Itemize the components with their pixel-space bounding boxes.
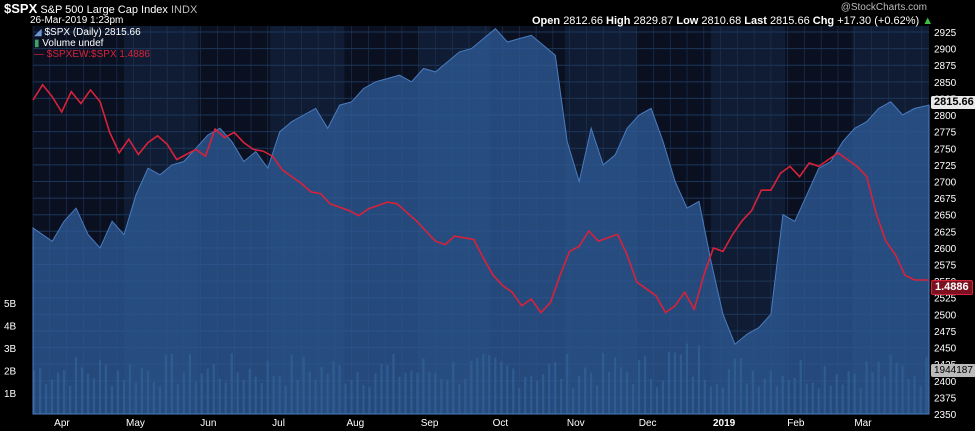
y-tick-label: 2875	[934, 61, 957, 72]
chg-value: +17.30 (+0.62%)	[837, 15, 920, 27]
y-tick-label: 2525	[934, 294, 957, 305]
up-arrow-icon: ▲	[922, 15, 934, 27]
last-label: Last	[744, 15, 767, 27]
volume-tick-label: 5B	[4, 299, 17, 310]
chart-date: 26-Mar-2019 1:23pm	[30, 15, 124, 26]
ratio-line	[32, 83, 929, 314]
y-tick-label: 2900	[934, 45, 957, 56]
watermark: @StockCharts.com	[840, 2, 927, 13]
open-value: 2812.66	[563, 15, 603, 27]
legend-item-ratio: — $SPXEW:$SPX 1.4886	[34, 49, 150, 60]
y-tick-label: 2800	[934, 111, 957, 122]
y-tick-label: 2450	[934, 344, 957, 355]
y-tick-label: 2400	[934, 377, 957, 388]
legend: ◢ $SPX (Daily) 2815.66 ▮ Volume undef — …	[34, 27, 150, 60]
volume-swatch-icon: ▮	[34, 38, 40, 49]
last-price-tag: 2815.66	[931, 96, 975, 109]
x-tick-label: Jul	[272, 418, 285, 429]
y-tick-label: 2750	[934, 144, 957, 155]
y-tick-label: 2600	[934, 244, 957, 255]
x-tick-label: 2019	[713, 418, 736, 429]
legend-item-volume: ▮ Volume undef	[34, 38, 150, 49]
high-label: High	[606, 15, 631, 27]
y-tick-label: 2475	[934, 327, 957, 338]
y-tick-label: 2650	[934, 211, 957, 222]
low-value: 2810.68	[701, 15, 742, 27]
spx-area	[32, 28, 930, 415]
y-tick-label: 2725	[934, 161, 957, 172]
y-tick-label: 2500	[934, 310, 957, 321]
area-swatch-icon: ◢	[34, 27, 42, 38]
chart-title: $SPX S&P 500 Large Cap Index INDX	[4, 1, 197, 16]
index-name: S&P 500 Large Cap Index	[40, 4, 168, 16]
ohlc-bar: Open 2812.66 High 2829.87 Low 2810.68 La…	[532, 15, 933, 27]
volume-tick-label: 4B	[4, 322, 17, 333]
volume-tick-label: 1B	[4, 389, 17, 400]
y-tick-label: 2775	[934, 128, 957, 139]
last-value: 2815.66	[769, 15, 810, 27]
y-tick-label: 2625	[934, 227, 957, 238]
legend-label-volume: Volume undef	[42, 38, 104, 49]
x-tick-label: Nov	[567, 418, 585, 429]
volume-tag: 1944187	[931, 364, 975, 377]
volume-tick-label: 3B	[4, 344, 17, 355]
x-tick-label: Feb	[787, 418, 805, 429]
low-label: Low	[676, 15, 699, 27]
x-tick-label: May	[126, 418, 145, 429]
x-tick-label: Sep	[421, 418, 439, 429]
y-tick-label: 2350	[934, 410, 957, 421]
chg-label: Chg	[812, 15, 835, 27]
open-label: Open	[532, 15, 561, 27]
y-tick-label: 2575	[934, 261, 957, 272]
x-tick-label: Aug	[346, 418, 364, 429]
legend-label-ratio: $SPXEW:$SPX 1.4886	[46, 49, 150, 60]
exchange: INDX	[171, 4, 198, 16]
y-tick-label: 2375	[934, 393, 957, 404]
ratio-price-tag: 1.4886	[931, 280, 973, 295]
x-tick-label: Apr	[54, 418, 70, 429]
x-tick-label: Mar	[854, 418, 872, 429]
x-tick-label: Dec	[639, 418, 657, 429]
legend-label-spx: $SPX (Daily) 2815.66	[44, 27, 141, 38]
high-value: 2829.87	[633, 15, 674, 27]
volume-tick-label: 2B	[4, 367, 17, 378]
y-tick-label: 2700	[934, 177, 957, 188]
x-tick-label: Jun	[200, 418, 216, 429]
symbol: $SPX	[4, 1, 38, 16]
x-tick-label: Oct	[493, 418, 509, 429]
legend-item-spx: ◢ $SPX (Daily) 2815.66	[34, 27, 150, 38]
y-tick-label: 2850	[934, 78, 957, 89]
y-tick-label: 2675	[934, 194, 957, 205]
line-swatch-icon: —	[34, 49, 44, 60]
y-tick-label: 2925	[934, 28, 957, 39]
